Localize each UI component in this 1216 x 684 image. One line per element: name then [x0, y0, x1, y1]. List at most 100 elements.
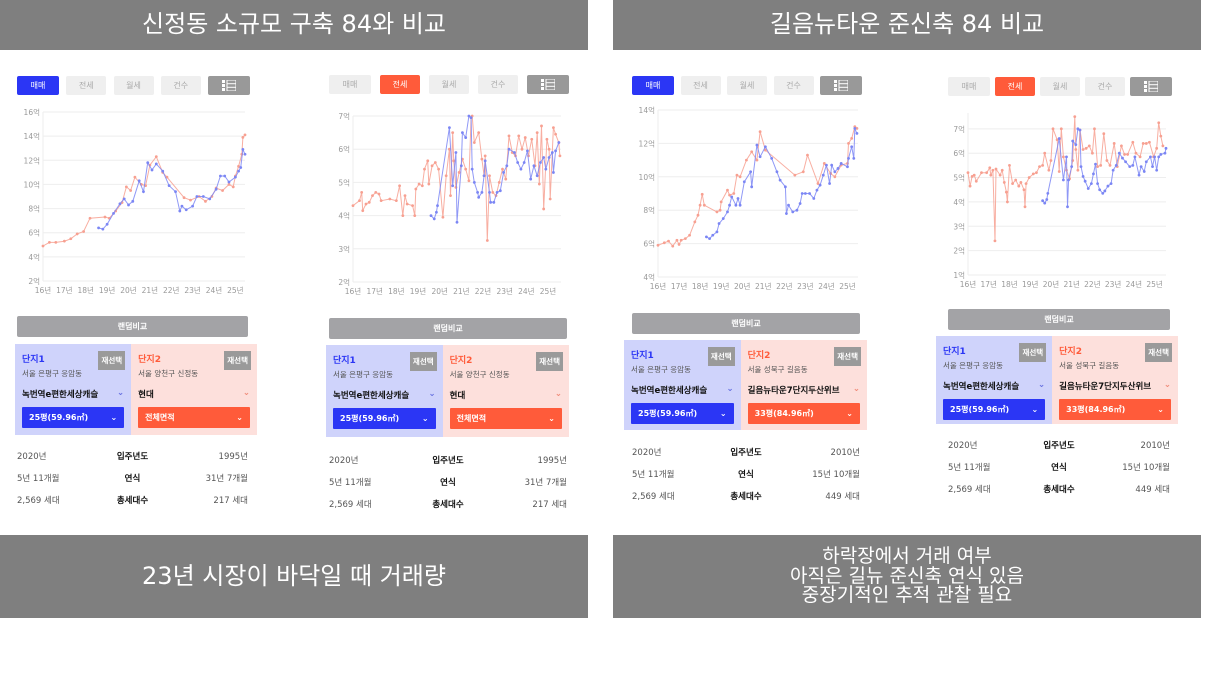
right-footer: 하락장에서 거래 여부 아직은 길뉴 준신축 연식 있음 중장기적인 추적 관찰… — [613, 535, 1201, 618]
x-tick-label: 25년 — [540, 286, 557, 296]
data-point — [374, 190, 378, 194]
data-point — [492, 200, 496, 204]
tab-count[interactable]: 건수 — [1085, 77, 1125, 96]
tab-count[interactable]: 건수 — [160, 76, 201, 95]
complex2-value: 449 세대 — [1135, 485, 1170, 495]
data-point — [88, 216, 92, 220]
random-compare-button[interactable]: 랜덤비교 — [948, 309, 1170, 330]
area-select[interactable]: 전체면적 ⌄ — [449, 408, 562, 429]
tab-jeonse[interactable]: 전세 — [66, 76, 107, 95]
reselect-button[interactable]: 재선택 — [98, 351, 126, 370]
data-point — [535, 174, 539, 178]
tab-jeonse[interactable]: 전세 — [380, 75, 420, 94]
area-select[interactable]: 전체면적 ⌄ — [138, 407, 250, 428]
complex1-value: 2020년 — [632, 448, 662, 458]
data-point — [1148, 140, 1151, 144]
tab-count[interactable]: 건수 — [478, 75, 518, 94]
tab-jeonse[interactable]: 전세 — [995, 77, 1035, 96]
random-compare-button[interactable]: 랜덤비교 — [329, 318, 567, 339]
tab-sale[interactable]: 매매 — [17, 76, 59, 95]
data-point — [1041, 163, 1045, 167]
data-point — [469, 116, 473, 120]
data-point — [452, 159, 456, 163]
data-point — [836, 167, 840, 170]
chevron-down-icon: ⌄ — [117, 388, 125, 398]
complex-name-dropdown[interactable]: 녹번역e편한세상캐슬 ⌄ — [631, 384, 734, 396]
right-footer-line: 아직은 길뉴 준신축 연식 있음 — [790, 564, 1024, 587]
area-select[interactable]: 25평(59.96㎡) ⌄ — [22, 407, 125, 428]
info-row: 2,569 세대 총세대수 449 세대 — [632, 490, 860, 504]
complex-card-1: 단지1 재선택 서울 은평구 응암동 녹번역e편한세상캐슬 ⌄ 25평(59.96㎡) ⌄ — [624, 340, 741, 430]
data-point — [558, 154, 562, 158]
data-point — [966, 171, 970, 175]
data-point — [241, 148, 245, 151]
data-point — [237, 169, 240, 173]
area-select[interactable]: 33평(84.96㎡) ⌄ — [747, 403, 860, 424]
data-point — [552, 171, 555, 174]
tab-sale[interactable]: 매매 — [329, 75, 371, 94]
data-point — [1157, 155, 1161, 159]
data-point — [394, 199, 398, 203]
complex-name-dropdown[interactable]: 길음뉴타운7단지두산위브 ⌄ — [748, 384, 860, 396]
tab-count[interactable]: 건수 — [773, 76, 814, 95]
reselect-button[interactable]: 재선택 — [409, 352, 437, 371]
random-compare-button[interactable]: 랜덤비교 — [17, 316, 248, 337]
data-point — [1144, 160, 1148, 164]
list-menu-button[interactable] — [527, 75, 569, 94]
data-point — [360, 190, 364, 194]
area-select[interactable]: 25평(59.96㎡) ⌄ — [631, 403, 734, 424]
data-point — [1057, 170, 1061, 173]
data-point — [1131, 140, 1135, 144]
data-point — [785, 212, 788, 215]
tab-monthly[interactable]: 월세 — [113, 76, 154, 95]
complex-name-dropdown[interactable]: 녹번역e편한세상캐슬 ⌄ — [333, 389, 436, 401]
complex-name-dropdown[interactable]: 현대 ⌄ — [450, 389, 562, 401]
data-point — [451, 131, 455, 134]
data-point — [477, 195, 481, 199]
list-menu-button[interactable] — [1130, 77, 1172, 96]
tab-monthly[interactable]: 월세 — [1040, 77, 1080, 96]
tab-monthly[interactable]: 월세 — [429, 75, 469, 94]
reselect-button[interactable]: 재선택 — [707, 347, 735, 366]
tab-monthly[interactable]: 월세 — [727, 76, 767, 95]
reselect-button[interactable]: 재선택 — [1145, 343, 1172, 362]
data-point — [530, 137, 534, 141]
data-point — [1111, 168, 1115, 172]
complex-name-dropdown[interactable]: 현대 ⌄ — [138, 388, 250, 400]
reselect-button[interactable]: 재선택 — [536, 352, 563, 371]
tab-jeonse[interactable]: 전세 — [680, 76, 721, 95]
data-point — [167, 184, 171, 188]
list-menu-button[interactable] — [820, 76, 862, 95]
data-point — [1004, 190, 1008, 194]
complex-cards: 단지1 재선택 서울 은평구 응암동 녹번역e편한세상캐슬 ⌄ 25평(59.96㎡) ⌄ 단… — [936, 336, 1178, 424]
x-tick-label: 20년 — [734, 281, 751, 291]
data-point — [738, 175, 742, 179]
random-compare-button[interactable]: 랜덤비교 — [632, 313, 860, 334]
data-point — [750, 185, 754, 189]
tab-sale[interactable]: 매매 — [632, 76, 674, 95]
data-point — [1109, 182, 1113, 186]
area-select[interactable]: 25평(59.96㎡) ⌄ — [333, 408, 436, 429]
data-point — [702, 203, 706, 207]
complex-name-dropdown[interactable]: 길음뉴타운7단지두산위브 ⌄ — [1059, 380, 1171, 392]
reselect-button[interactable]: 재선택 — [224, 351, 251, 370]
data-point — [763, 148, 767, 152]
area-value: 33평(84.96㎡) — [754, 409, 814, 418]
data-point — [146, 161, 150, 165]
area-select[interactable]: 33평(84.96㎡) ⌄ — [1059, 399, 1171, 420]
list-menu-button[interactable] — [208, 76, 250, 95]
info-row: 2020년 입주년도 2010년 — [632, 446, 860, 460]
complex-title: 단지2 — [1059, 347, 1082, 357]
data-point — [745, 158, 748, 162]
reselect-button[interactable]: 재선택 — [1019, 343, 1047, 362]
price-chart: 2억 4억 6억 8억 10억 12억 14억 16억 16년 17년 18년 19년 20년 21년 22… — [24, 108, 247, 295]
complex-name-dropdown[interactable]: 녹번역e편한세상캐슬 ⌄ — [943, 380, 1045, 392]
area-select[interactable]: 25평(59.96㎡) ⌄ — [943, 399, 1046, 420]
tab-sale[interactable]: 매매 — [948, 77, 990, 96]
data-point — [1131, 163, 1135, 167]
complex-name-dropdown[interactable]: 녹번역e편한세상캐슬 ⌄ — [22, 388, 124, 400]
reselect-button[interactable]: 재선택 — [834, 347, 861, 366]
info-label: 입주년도 — [730, 448, 762, 458]
data-point — [557, 141, 561, 144]
data-point — [1076, 168, 1080, 172]
